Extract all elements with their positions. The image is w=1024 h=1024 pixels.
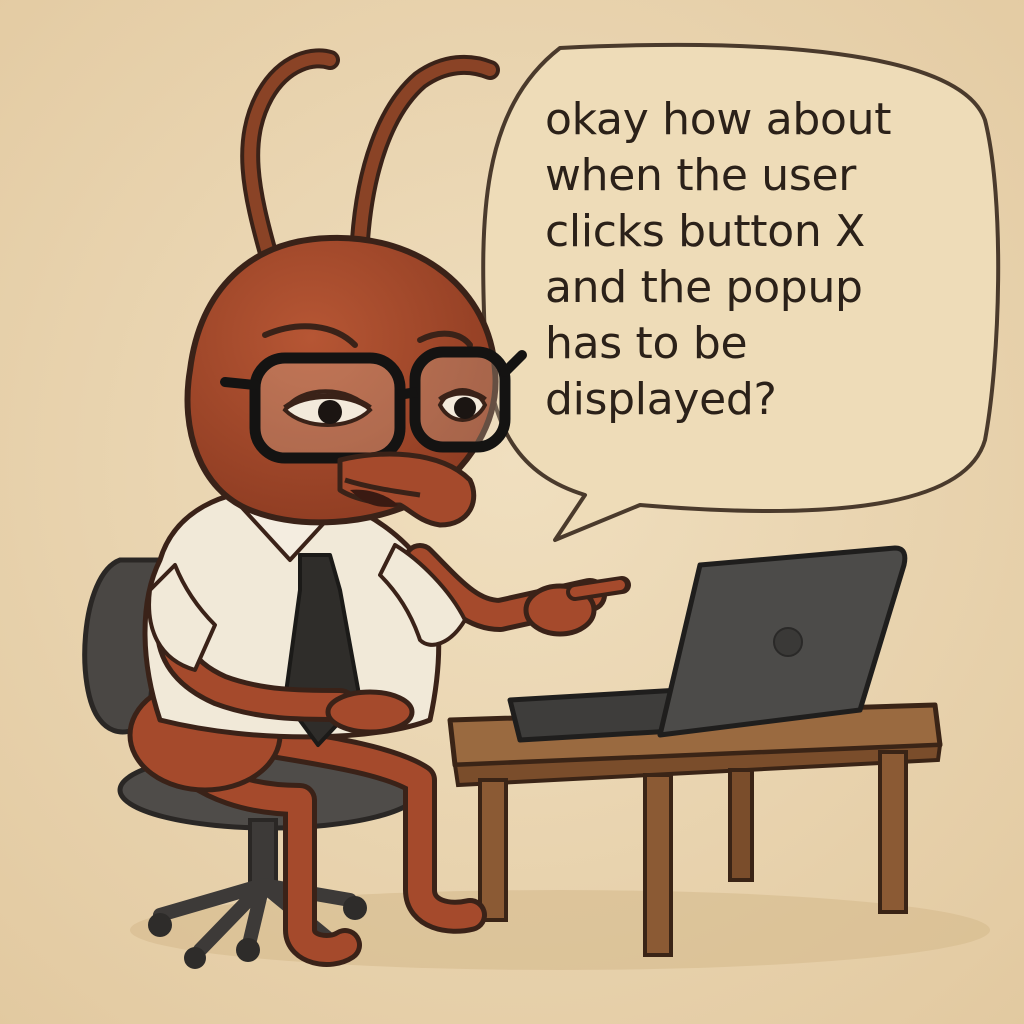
speech-line-1: okay how about xyxy=(545,94,892,145)
speech-line-2: when the user xyxy=(545,150,857,201)
desk-icon xyxy=(447,702,943,957)
speech-line-5: has to be xyxy=(545,318,748,369)
laptop-logo xyxy=(773,627,803,657)
speech-line-3: clicks button X xyxy=(545,206,865,257)
speech-bubble xyxy=(481,42,1001,542)
speech-line-6: displayed? xyxy=(545,374,777,425)
laptop-icon xyxy=(507,545,908,743)
speech-line-4: and the popup xyxy=(545,262,863,313)
speech-bubble-text: okay how about when the user clicks butt… xyxy=(545,92,945,428)
ant-icon xyxy=(127,48,631,967)
